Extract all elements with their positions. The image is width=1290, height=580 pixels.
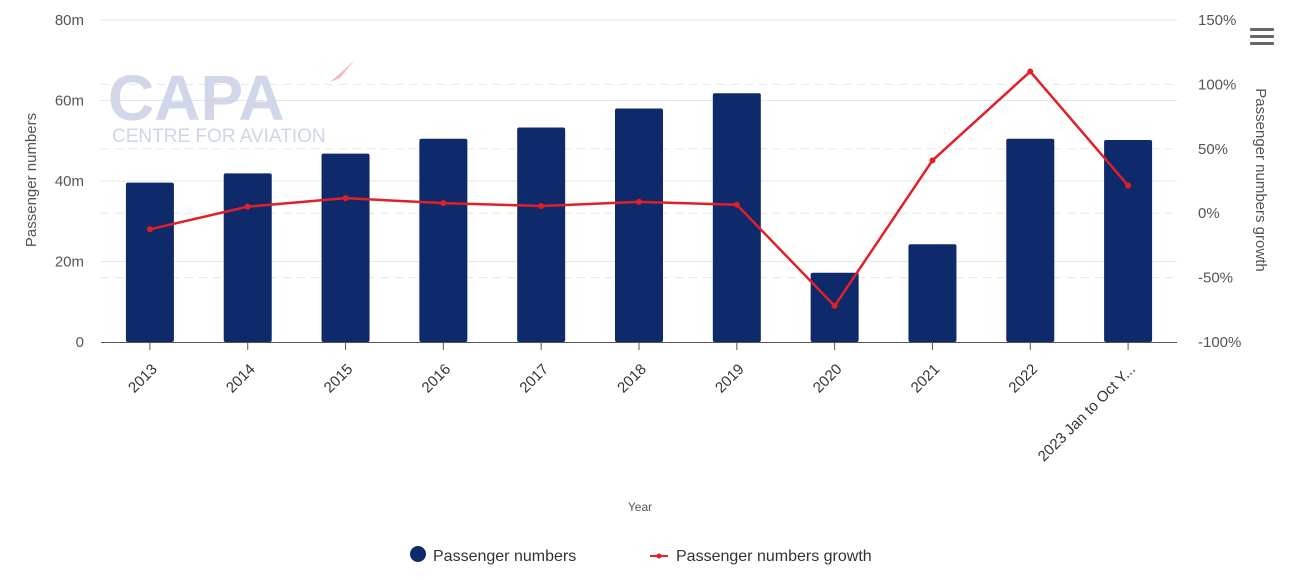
x-tick-label: 2023 Jan to Oct Y... [1035,361,1139,465]
legend-marker-dot [656,553,662,559]
y-axis-left-title: Passenger numbers [23,113,40,247]
point-passenger-numbers-growth[interactable] [831,302,838,309]
x-tick-label: 2021 [908,361,944,397]
y-right-tick-label: -50% [1198,270,1233,287]
x-tick-label: 2022 [1005,361,1041,397]
watermark-tagline: CENTRE FOR AVIATION [112,126,326,147]
y-left-tick-label: 60m [55,93,84,110]
bar-passenger-numbers[interactable] [615,108,663,342]
x-tick-label: 2018 [614,361,650,397]
legend-marker-bar [410,546,426,562]
bar-passenger-numbers[interactable] [419,138,468,342]
bar-passenger-numbers[interactable] [517,127,566,342]
point-passenger-numbers-growth[interactable] [733,201,740,208]
capa-watermark-logo: CAPA CENTRE FOR AVIATION [108,60,355,147]
bar-passenger-numbers[interactable] [1006,138,1055,342]
y-right-tick-label: 50% [1198,141,1228,158]
bar-passenger-numbers[interactable] [712,93,761,342]
point-passenger-numbers-growth[interactable] [538,202,545,209]
y-left-tick-label: 20m [55,254,84,271]
point-passenger-numbers-growth[interactable] [929,157,936,164]
x-axis-title: Year [628,500,652,514]
point-passenger-numbers-growth[interactable] [1125,182,1132,189]
legend-item-passenger-numbers-growth[interactable]: Passenger numbers growth [650,548,872,565]
y-left-tick-label: 80m [55,12,84,29]
y-right-tick-label: 150% [1198,12,1236,29]
y-axis-right-title: Passenger numbers growth [1252,88,1269,271]
watermark-logo-text: CAPA [108,62,285,134]
y-left-tick-label: 0 [76,334,84,351]
bar-passenger-numbers[interactable] [223,173,272,342]
x-tick-label: 2015 [321,361,357,397]
x-tick-label: 2019 [712,361,748,397]
y-right-tick-label: 0% [1198,205,1220,222]
point-passenger-numbers-growth[interactable] [342,195,349,202]
x-tick-label: 2017 [516,361,552,397]
watermark-plane-mark [330,60,355,82]
legend-label-passenger-numbers-growth: Passenger numbers growth [676,548,872,565]
line-layer [146,68,1132,309]
legend: Passenger numbers Passenger numbers grow… [410,546,872,565]
point-passenger-numbers-growth[interactable] [146,226,153,233]
x-tick-label: 2016 [419,361,455,397]
legend-label-passenger-numbers: Passenger numbers [433,548,576,565]
y-left-tick-label: 40m [55,173,84,190]
bar-passenger-numbers[interactable] [321,153,370,342]
y-right-tick-label: 100% [1198,76,1236,93]
chart-menu-icon[interactable] [1250,28,1274,48]
bars-layer [125,93,1153,342]
x-tick-label: 2020 [810,361,846,397]
y-right-tick-label: -100% [1198,334,1241,351]
point-passenger-numbers-growth[interactable] [1027,68,1034,75]
bar-passenger-numbers[interactable] [125,182,174,342]
legend-item-passenger-numbers[interactable]: Passenger numbers [410,546,576,565]
bar-passenger-numbers[interactable] [1104,139,1153,342]
x-tick-label: 2014 [223,361,259,397]
point-passenger-numbers-growth[interactable] [440,200,447,207]
x-tick-label: 2013 [125,361,161,397]
point-passenger-numbers-growth[interactable] [244,203,251,210]
point-passenger-numbers-growth[interactable] [636,198,642,205]
bar-passenger-numbers[interactable] [908,244,957,342]
